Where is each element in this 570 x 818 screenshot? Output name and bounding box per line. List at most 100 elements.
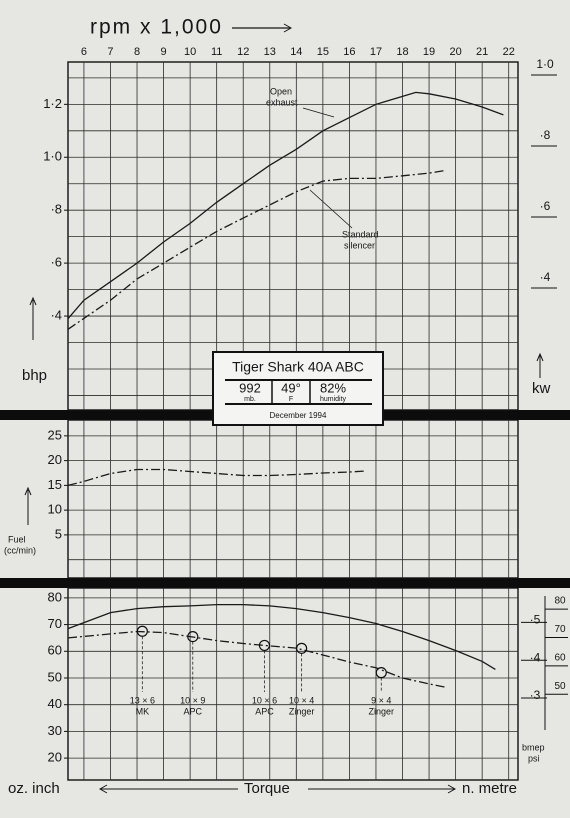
- x-tick-label: 19: [423, 46, 435, 58]
- y-tick-label: 1·0: [43, 149, 62, 164]
- x-tick-label: 10: [184, 46, 196, 58]
- annotation-arrow: [309, 189, 353, 229]
- annotation: exhaust: [266, 97, 298, 107]
- y-tick-label: ·6: [50, 255, 62, 270]
- y-tick-label: ·4: [50, 307, 62, 322]
- info-box: Tiger Shark 40A ABC 992 mb. 49° F 82% hu…: [212, 351, 384, 426]
- x-tick-label: 8: [134, 46, 140, 58]
- torque-right-label: n. metre: [462, 780, 517, 797]
- fuel-label: Fuel: [8, 534, 26, 544]
- y-tick-label: 40: [48, 696, 62, 711]
- annotation-arrow: [302, 107, 335, 118]
- y2-tick-label: ·4: [530, 650, 541, 664]
- data-line: [67, 91, 504, 320]
- fuel-arrow-head: [24, 486, 32, 496]
- info-title: Tiger Shark 40A ABC: [232, 359, 364, 375]
- fuel-label: (cc/min): [4, 545, 36, 555]
- plot-frame: [67, 587, 519, 781]
- y2-tick-label: ·8: [540, 128, 551, 142]
- torque-left-label: oz. inch: [8, 780, 60, 797]
- info-box-frame: [212, 351, 384, 426]
- marker-label: 13 × 6: [130, 695, 155, 705]
- y-tick-label: 80: [48, 589, 62, 604]
- bhp-label: bhp: [22, 367, 47, 384]
- torque-arrow-head: [447, 784, 457, 794]
- marker-label: Zinger: [369, 706, 395, 716]
- info-unit: mb.: [244, 396, 256, 403]
- annotation: Standard: [342, 229, 379, 239]
- info-value: 49°: [281, 380, 301, 395]
- x-tick-label: 21: [476, 46, 488, 58]
- y-tick-label: 5: [55, 526, 62, 541]
- x-tick-label: 9: [161, 46, 167, 58]
- x-tick-label: 18: [396, 46, 408, 58]
- bhp-arrow-head: [29, 296, 37, 306]
- rpm-title: rpm x 1,000: [90, 16, 223, 39]
- torque-arrow-head: [98, 784, 108, 794]
- marker-label: 9 × 4: [371, 695, 391, 705]
- info-unit: humidity: [320, 396, 347, 403]
- x-tick-label: 7: [107, 46, 113, 58]
- x-tick-label: 12: [237, 46, 249, 58]
- bmep-label: bmep: [522, 742, 545, 752]
- x-tick-label: 14: [290, 46, 302, 58]
- data-line: [67, 169, 446, 330]
- x-tick-label: 16: [343, 46, 355, 58]
- marker-label: APC: [255, 706, 274, 716]
- y-tick-label: 50: [48, 669, 62, 684]
- y-tick-label: 20: [48, 452, 62, 467]
- x-tick-label: 22: [503, 46, 515, 58]
- prop-marker: [187, 631, 199, 643]
- data-line: [67, 603, 496, 670]
- kw-label: kw: [532, 380, 551, 397]
- marker-label: 10 × 9: [180, 695, 205, 705]
- x-tick-label: 6: [81, 46, 87, 58]
- prop-marker: [258, 639, 271, 652]
- info-date: December 1994: [270, 411, 327, 420]
- marker-label: Zinger: [289, 706, 315, 716]
- bmep-label: psi: [528, 753, 540, 763]
- y-tick-label: 25: [48, 427, 62, 442]
- y3-tick-label: 70: [554, 624, 566, 635]
- marker-label: 10 × 4: [289, 695, 314, 705]
- y2-tick-label: ·4: [540, 270, 551, 284]
- prop-marker: [375, 667, 387, 679]
- y3-tick-label: 80: [554, 596, 566, 607]
- info-value: 992: [239, 380, 261, 395]
- y3-tick-label: 50: [554, 681, 566, 692]
- prop-marker: [296, 642, 308, 654]
- y-tick-label: 60: [48, 643, 62, 658]
- marker-label: 10 × 6: [252, 695, 277, 705]
- y-tick-label: 20: [48, 750, 62, 765]
- marker-label: MK: [136, 706, 150, 716]
- y-tick-label: 10: [48, 502, 62, 517]
- y-tick-label: 30: [48, 723, 62, 738]
- y3-tick-label: 60: [554, 653, 566, 664]
- data-line: [67, 468, 366, 487]
- y2-tick-label: 1·0: [536, 57, 554, 71]
- x-tick-label: 11: [211, 46, 222, 58]
- annotation: silencer: [344, 240, 375, 250]
- title-arrow-head: [283, 23, 293, 33]
- info-value: 82%: [320, 380, 346, 395]
- x-tick-label: 17: [370, 46, 382, 58]
- y-tick-label: 70: [48, 616, 62, 631]
- marker-label: APC: [184, 706, 203, 716]
- y2-tick-label: ·3: [530, 688, 541, 702]
- annotation: Open: [270, 86, 292, 96]
- y2-tick-label: ·5: [530, 613, 541, 627]
- info-unit: F: [289, 396, 293, 403]
- x-tick-label: 20: [449, 46, 461, 58]
- y-tick-label: ·8: [50, 202, 62, 217]
- prop-marker: [136, 625, 148, 637]
- torque-label: Torque: [244, 780, 290, 797]
- kw-arrow-head: [536, 352, 544, 362]
- y-tick-label: 15: [48, 477, 62, 492]
- data-line: [67, 630, 446, 688]
- x-tick-label: 13: [264, 46, 276, 58]
- y-tick-label: 1·2: [43, 96, 62, 111]
- y2-tick-label: ·6: [540, 199, 551, 213]
- panel-separator: [0, 578, 570, 588]
- x-tick-label: 15: [317, 46, 329, 58]
